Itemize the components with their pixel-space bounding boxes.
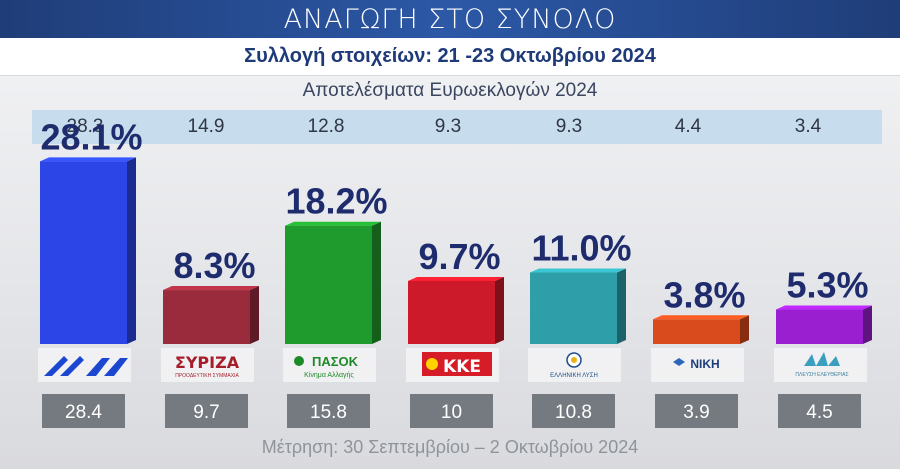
- previous-value-kke: 10: [441, 402, 462, 423]
- value-label-kke: 9.7%: [418, 236, 500, 277]
- bar-side-pasok: [372, 221, 381, 344]
- euro-value-plefsi: 3.4: [794, 116, 822, 137]
- bar-side-niki: [740, 315, 749, 344]
- value-label-plefsi: 5.3%: [786, 265, 868, 306]
- bar-top-syriza: [163, 286, 259, 291]
- nd-logo-stroke-1: [44, 356, 68, 376]
- previous-value-pasok: 15.8: [310, 402, 347, 423]
- previous-box-nd: [42, 394, 125, 428]
- bar-top-niki: [653, 315, 749, 320]
- bar-side-plefsi: [863, 305, 872, 344]
- euro-results-title: Αποτελέσματα Ευρωεκλογών 2024: [302, 80, 598, 101]
- value-label-pasok: 18.2%: [285, 181, 387, 222]
- previous-value-nd: 28.4: [65, 402, 102, 423]
- bar-side-syriza: [250, 286, 259, 344]
- elliniki-lysi-emblem-center: [571, 357, 577, 363]
- elliniki-lysi-logo-text: ΕΛΛΗΝΙΚΗ ΛΥΣΗ: [550, 373, 598, 379]
- syriza-logo-subtext: ΠΡΟΟΔΕΥΤΙΚΗ ΣΥΜΜΑΧΙΑ: [175, 373, 239, 379]
- measurement-caption: Μέτρηση: 30 Σεπτεμβρίου – 2 Οκτωβρίου 20…: [261, 437, 639, 457]
- plefsi-sail-icon-3: [828, 356, 840, 366]
- euro-value-el: 9.3: [555, 116, 583, 137]
- hammer-sickle-icon: [426, 358, 438, 370]
- logo-tile-syriza: [161, 348, 254, 382]
- previous-value-plefsi: 4.5: [806, 402, 832, 423]
- previous-box-kke: [410, 394, 493, 428]
- previous-box-el: [532, 394, 615, 428]
- bar-el: [530, 272, 617, 344]
- previous-box-syriza: [165, 394, 248, 428]
- value-label-niki: 3.8%: [663, 274, 745, 315]
- bar-side-kke: [495, 276, 504, 344]
- previous-box-pasok: [287, 394, 370, 428]
- header-bar: ΑΝΑΓΩΓΗ ΣΤΟ ΣΥΝΟΛΟ: [0, 0, 900, 38]
- bar-side-el: [617, 268, 626, 344]
- niki-star-icon: [673, 358, 685, 366]
- page-title: ΑΝΑΓΩΓΗ ΣΤΟ ΣΥΝΟΛΟ: [283, 3, 617, 35]
- previous-box-plefsi: [778, 394, 861, 428]
- euro-value-kke: 9.3: [434, 116, 462, 137]
- value-label-nd: 28.1%: [40, 116, 142, 157]
- page-subtitle: Συλλογή στοιχείων: 21 -23 Οκτωβρίου 2024: [244, 45, 656, 67]
- euro-value-niki: 4.4: [674, 116, 702, 137]
- previous-value-syriza: 9.7: [193, 402, 219, 423]
- euro-results-row: 28.3 14.9 12.8 9.3 9.3 4.4 3.4: [32, 110, 882, 144]
- pasok-logo-subtext: Κίνημα Αλλαγής: [304, 371, 354, 379]
- kke-logo-text: ΚΚΕ: [443, 357, 481, 377]
- previous-value-niki: 3.9: [683, 402, 709, 423]
- bar-pasok: [285, 225, 372, 344]
- nd-logo-stroke-4: [104, 358, 128, 376]
- subtitle-bar: Συλλογή στοιχείων: 21 -23 Οκτωβρίου 2024: [0, 38, 900, 76]
- syriza-logo-text: ΣΥΡΙΖΑ: [175, 353, 240, 372]
- previous-box-niki: [655, 394, 738, 428]
- pasok-logo-text: ΠΑΣΟΚ: [312, 354, 359, 369]
- bar-nd: [40, 161, 127, 344]
- bar-top-nd: [40, 157, 136, 162]
- nd-logo-stroke-2: [60, 356, 84, 376]
- logo-tile-niki: [651, 348, 744, 382]
- euro-value-nd: 28.3: [66, 116, 104, 137]
- pasok-sun-icon: [294, 356, 304, 366]
- bar-top-el: [530, 268, 626, 273]
- bar-niki: [653, 319, 740, 344]
- bar-kke: [408, 280, 495, 344]
- value-label-syriza: 8.3%: [173, 245, 255, 286]
- plefsi-logo-text: ΠΛΕΥΣΗ ΕΛΕΥΘΕΡΙΑΣ: [795, 372, 848, 378]
- plefsi-sail-icon-2: [816, 352, 828, 366]
- bar-top-kke: [408, 276, 504, 281]
- bar-side-nd: [127, 157, 136, 344]
- nd-logo-stroke-3: [86, 358, 110, 376]
- value-label-el: 11.0%: [531, 228, 631, 269]
- plefsi-sail-icon-1: [804, 354, 816, 366]
- euro-value-syriza: 14.9: [187, 116, 225, 137]
- niki-logo-text: ΝΙΚΗ: [690, 357, 719, 371]
- previous-value-el: 10.8: [555, 402, 592, 423]
- euro-value-pasok: 12.8: [307, 116, 345, 137]
- bar-top-pasok: [285, 221, 381, 226]
- bar-top-plefsi: [776, 305, 872, 310]
- bar-syriza: [163, 290, 250, 344]
- bar-plefsi: [776, 309, 863, 344]
